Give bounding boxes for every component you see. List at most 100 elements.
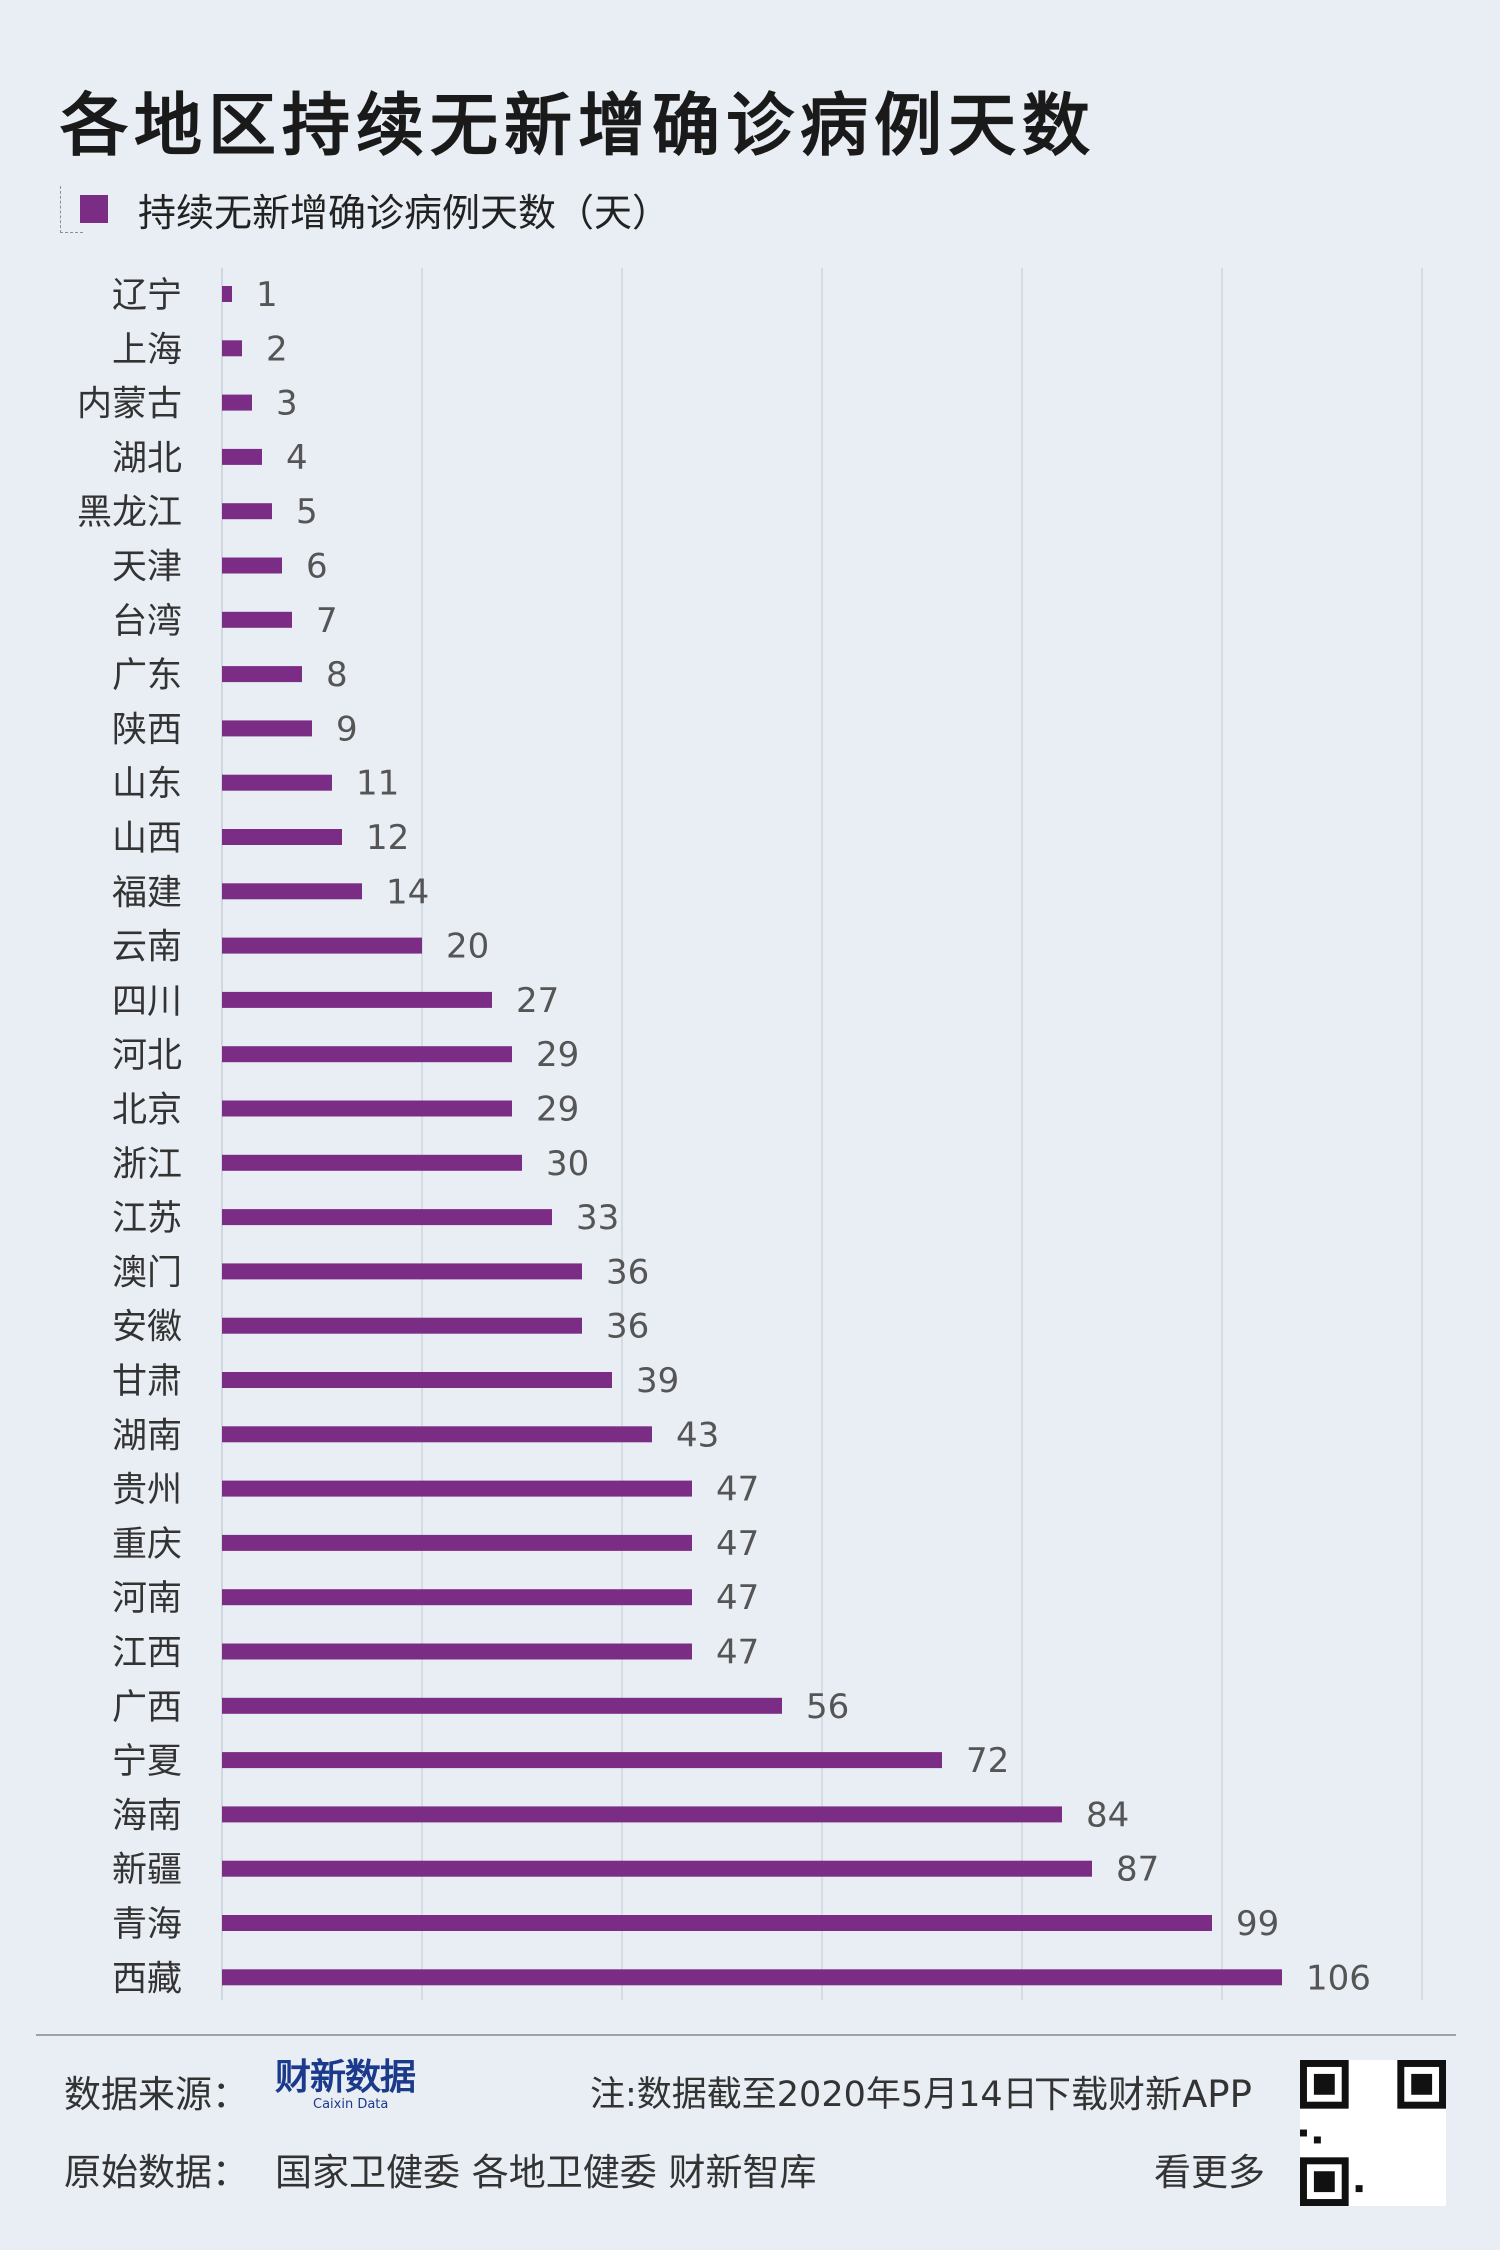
- legend-label: 持续无新增确诊病例天数（天）: [138, 190, 671, 235]
- bar: [222, 1372, 612, 1388]
- bar: [222, 1046, 512, 1063]
- bar: [222, 1534, 692, 1551]
- bar: [222, 937, 422, 954]
- category-label: 山东: [112, 765, 182, 805]
- original-label: 原始数据：: [64, 2151, 249, 2194]
- value-label: 33: [576, 1198, 619, 1238]
- logo-subtext: Caixin Data: [313, 2097, 389, 2112]
- value-label: 43: [676, 1415, 719, 1455]
- bar: [222, 1480, 692, 1497]
- value-label: 36: [606, 1252, 649, 1292]
- logo-text: 财新数据: [275, 2057, 416, 2098]
- bar: [222, 503, 272, 520]
- bar: [222, 1589, 692, 1606]
- bar: [222, 611, 292, 628]
- caixin-data-logo: 财新数据 Caixin Data: [275, 2058, 425, 2118]
- bar: [222, 1860, 1092, 1877]
- bar: [222, 774, 332, 791]
- value-label: 2: [266, 329, 288, 369]
- value-label: 6: [306, 547, 328, 587]
- chart-title: 各地区持续无新增确诊病例天数: [60, 87, 1097, 166]
- value-label: 72: [966, 1741, 1009, 1781]
- category-label: 江苏: [112, 1199, 182, 1239]
- value-label: 5: [296, 492, 318, 532]
- download-app-link[interactable]: 下载财新APP: [1034, 2073, 1252, 2116]
- see-more-link[interactable]: 看更多: [1154, 2151, 1265, 2194]
- category-label: 河北: [112, 1036, 182, 1076]
- category-label: 福建: [112, 873, 182, 913]
- value-label: 36: [606, 1307, 649, 1347]
- value-label: 99: [1236, 1904, 1279, 1944]
- bar: [222, 666, 302, 683]
- value-label: 30: [546, 1144, 589, 1184]
- value-label: 3: [276, 384, 298, 424]
- bar: [222, 1100, 512, 1117]
- bar: [222, 557, 282, 574]
- data-note: 注:数据截至2020年5月14日: [590, 2075, 1038, 2115]
- value-label: 106: [1306, 1958, 1371, 1998]
- category-label: 新疆: [112, 1851, 182, 1891]
- qr-code-icon[interactable]: [1300, 2060, 1446, 2206]
- bar: [222, 1752, 942, 1769]
- value-label: 47: [716, 1578, 759, 1618]
- bar-chart: 辽宁 1 上海 2 内蒙古 3 湖北 4 黑龙江 5 天津 6 台湾 7 广东 8 陕西 9 山东 11 山西 12 福建 1…: [77, 268, 1423, 2000]
- bar: [222, 720, 312, 737]
- value-label: 4: [286, 438, 308, 478]
- value-label: 27: [516, 981, 559, 1021]
- value-label: 56: [806, 1687, 849, 1727]
- category-label: 重庆: [112, 1525, 182, 1565]
- category-label: 青海: [112, 1905, 182, 1945]
- value-label: 12: [366, 818, 409, 858]
- bar: [222, 1697, 782, 1714]
- category-label: 湖北: [112, 439, 182, 479]
- category-label: 辽宁: [112, 276, 182, 316]
- bar: [222, 1643, 692, 1660]
- bar: [222, 1426, 652, 1443]
- category-label: 黑龙江: [77, 493, 182, 533]
- category-label: 海南: [112, 1796, 182, 1836]
- value-label: 9: [336, 709, 358, 749]
- value-label: 29: [536, 1090, 579, 1130]
- source-label: 数据来源：: [64, 2073, 249, 2116]
- category-label: 河南: [112, 1579, 182, 1619]
- bar: [222, 286, 232, 302]
- category-label: 浙江: [112, 1145, 182, 1185]
- category-label: 广东: [112, 656, 182, 696]
- category-label: 天津: [112, 548, 182, 588]
- value-label: 39: [636, 1361, 679, 1401]
- category-label: 西藏: [112, 1959, 182, 1999]
- bar: [222, 829, 342, 845]
- bar: [222, 394, 252, 411]
- category-label: 山西: [112, 819, 182, 859]
- category-label: 四川: [112, 982, 182, 1022]
- bar: [222, 340, 242, 357]
- legend-frame: [60, 186, 83, 233]
- category-label: 上海: [112, 330, 182, 370]
- category-label: 内蒙古: [77, 385, 182, 425]
- value-label: 1: [256, 275, 278, 315]
- bar: [222, 448, 262, 465]
- category-label: 台湾: [112, 602, 182, 642]
- category-label: 安徽: [112, 1308, 182, 1348]
- value-label: 7: [316, 601, 338, 641]
- value-label: 87: [1116, 1850, 1159, 1890]
- value-label: 8: [326, 655, 348, 695]
- bar: [222, 1154, 522, 1171]
- category-label: 江西: [112, 1634, 182, 1674]
- bar: [222, 991, 492, 1008]
- category-label: 贵州: [112, 1471, 182, 1511]
- value-label: 47: [716, 1470, 759, 1510]
- legend-swatch: [80, 195, 108, 223]
- original-sources: 国家卫健委 各地卫健委 财新智库: [275, 2151, 817, 2194]
- category-label: 澳门: [112, 1253, 182, 1293]
- bar: [222, 1317, 582, 1334]
- bar: [222, 883, 362, 900]
- legend: 持续无新增确诊病例天数（天）: [60, 186, 760, 235]
- category-label: 湖南: [112, 1416, 182, 1456]
- value-label: 47: [716, 1633, 759, 1673]
- footer-divider: [36, 2034, 1456, 2036]
- bar: [222, 1806, 1062, 1823]
- bar: [222, 1263, 582, 1280]
- bar: [222, 1209, 552, 1226]
- value-label: 84: [1086, 1795, 1129, 1835]
